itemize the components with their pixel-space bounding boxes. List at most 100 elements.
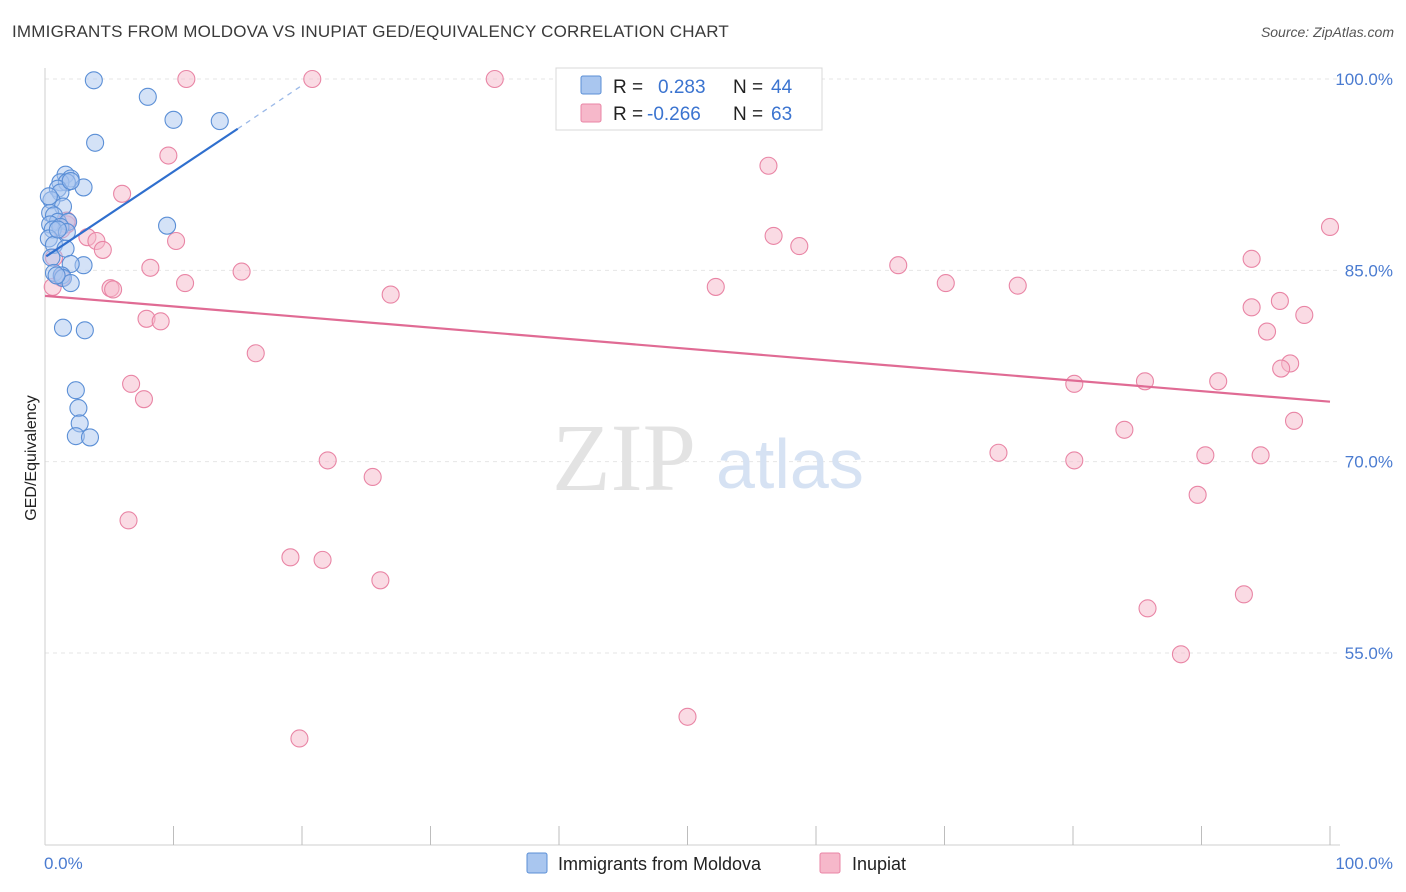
inupiat-point bbox=[706, 277, 725, 296]
inupiat-point bbox=[290, 729, 309, 748]
y-tick-labels: 100.0% 85.0% 70.0% 55.0% bbox=[1335, 70, 1393, 663]
moldova-trend-extension bbox=[237, 84, 303, 130]
inupiat-point bbox=[313, 550, 332, 569]
inupiat-point bbox=[159, 146, 178, 165]
chart-title: IMMIGRANTS FROM MOLDOVA VS INUPIAT GED/E… bbox=[12, 22, 729, 41]
inupiat-point bbox=[177, 69, 196, 89]
inupiat-point bbox=[381, 285, 400, 304]
legend-n-value-blue: 44 bbox=[771, 77, 793, 98]
inupiat-point bbox=[1138, 599, 1157, 618]
watermark-zip: ZIP bbox=[552, 404, 696, 511]
moldova-point bbox=[47, 266, 66, 285]
inupiat-point bbox=[1196, 446, 1215, 465]
bottom-legend-label-pink: Inupiat bbox=[852, 854, 906, 874]
moldova-point bbox=[80, 428, 100, 447]
inupiat-point bbox=[989, 443, 1008, 462]
legend-r-value-blue: 0.283 bbox=[658, 77, 706, 98]
moldova-point bbox=[48, 220, 67, 239]
y-tick-label: 55.0% bbox=[1345, 644, 1393, 663]
inupiat-point bbox=[1008, 276, 1027, 295]
inupiat-point bbox=[1209, 372, 1228, 391]
y-axis-title: GED/Equivalency bbox=[23, 395, 40, 520]
bottom-legend-label-blue: Immigrants from Moldova bbox=[558, 854, 762, 874]
inupiat-point bbox=[1272, 359, 1291, 378]
legend-swatch-blue bbox=[580, 75, 602, 95]
moldova-point bbox=[138, 87, 157, 106]
inupiat-point bbox=[1251, 446, 1270, 465]
inupiat-point bbox=[1242, 298, 1261, 317]
series-legend: Immigrants from Moldova Inupiat bbox=[526, 852, 906, 874]
y-tick-label: 85.0% bbox=[1345, 261, 1393, 280]
inupiat-point bbox=[134, 390, 153, 409]
inupiat-point bbox=[1242, 249, 1261, 268]
moldova-point bbox=[164, 110, 183, 129]
legend-r-value-pink: -0.266 bbox=[647, 104, 701, 125]
bottom-legend-swatch-pink bbox=[819, 852, 841, 874]
inupiat-point bbox=[936, 274, 955, 293]
x-tick-label: 100.0% bbox=[1335, 854, 1393, 873]
moldova-trend-line bbox=[45, 127, 239, 258]
legend-n-value-pink: 63 bbox=[771, 104, 792, 125]
inupiat-point bbox=[889, 256, 908, 275]
legend-n-label-pink: N = bbox=[733, 104, 763, 125]
inupiat-point bbox=[1171, 645, 1190, 664]
watermark: ZIP atlas bbox=[552, 404, 864, 511]
moldova-point bbox=[210, 112, 229, 131]
source-credit: Source: ZipAtlas.com bbox=[1260, 24, 1394, 40]
moldova-point bbox=[66, 381, 85, 400]
inupiat-point bbox=[790, 237, 809, 256]
legend-swatch-pink bbox=[580, 103, 602, 123]
inupiat-point bbox=[1320, 217, 1340, 237]
inupiat-point bbox=[1257, 322, 1277, 341]
inupiat-point bbox=[303, 69, 322, 89]
moldova-point bbox=[61, 274, 80, 293]
inupiat-point bbox=[113, 184, 132, 203]
inupiat-point bbox=[119, 511, 138, 530]
moldova-point bbox=[39, 187, 58, 206]
moldova-point bbox=[61, 171, 80, 191]
moldova-point bbox=[158, 216, 177, 235]
moldova-point bbox=[75, 321, 94, 340]
inupiat-point bbox=[141, 258, 160, 277]
inupiat-point bbox=[1295, 305, 1314, 325]
inupiat-point bbox=[678, 707, 697, 726]
inupiat-point bbox=[318, 451, 337, 470]
x-tick-label: 0.0% bbox=[44, 854, 83, 873]
inupiat-point bbox=[93, 240, 112, 259]
moldova-points bbox=[39, 71, 229, 447]
trend-lines bbox=[44, 84, 1331, 403]
inupiat-point bbox=[104, 280, 123, 299]
inupiat-point bbox=[1065, 451, 1084, 470]
inupiat-point bbox=[151, 312, 170, 331]
moldova-point bbox=[69, 399, 88, 418]
inupiat-point bbox=[1270, 291, 1289, 310]
legend-r-label-blue: R = bbox=[613, 77, 643, 98]
inupiat-point bbox=[1065, 374, 1084, 393]
legend-r-label-pink: R = bbox=[613, 104, 643, 125]
inupiat-point bbox=[246, 344, 265, 363]
watermark-atlas: atlas bbox=[716, 425, 864, 503]
inupiat-point bbox=[1234, 585, 1253, 604]
correlation-legend: R = 0.283 N = 44 R = -0.266 N = 63 bbox=[555, 67, 823, 131]
grid-lines bbox=[45, 78, 1340, 654]
x-tick-labels: 0.0% 100.0% bbox=[44, 854, 1393, 873]
inupiat-point bbox=[371, 571, 390, 590]
inupiat-point bbox=[1188, 485, 1207, 504]
moldova-point bbox=[84, 71, 103, 90]
inupiat-point bbox=[485, 69, 504, 89]
inupiat-point bbox=[167, 231, 186, 251]
inupiat-point bbox=[176, 274, 195, 293]
inupiat-point bbox=[1115, 420, 1134, 439]
inupiat-point bbox=[1284, 411, 1304, 430]
legend-n-label-blue: N = bbox=[733, 77, 763, 98]
moldova-point bbox=[53, 318, 73, 337]
bottom-legend-swatch-blue bbox=[526, 852, 548, 874]
inupiat-trend-line bbox=[44, 294, 1331, 403]
inupiat-point bbox=[122, 374, 141, 393]
inupiat-point bbox=[363, 467, 382, 487]
inupiat-point bbox=[232, 262, 251, 281]
y-tick-label: 100.0% bbox=[1335, 70, 1393, 89]
y-tick-label: 70.0% bbox=[1345, 453, 1393, 472]
inupiat-point bbox=[764, 226, 783, 245]
